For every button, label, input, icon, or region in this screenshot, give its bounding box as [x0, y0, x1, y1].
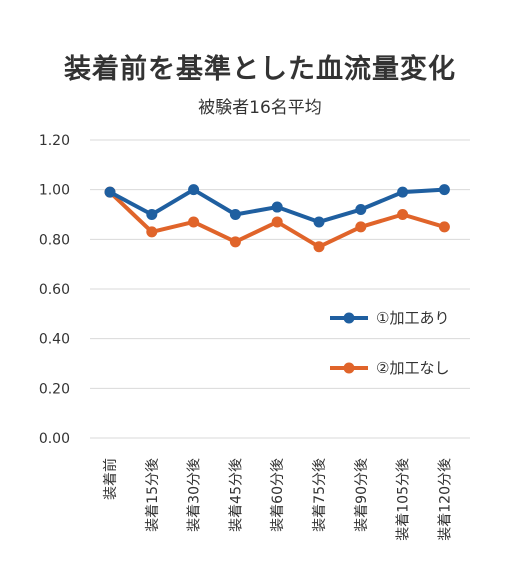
- legend-marker: [343, 362, 355, 374]
- data-point: [397, 209, 409, 220]
- x-tick-label: 装着90分後: [354, 458, 370, 532]
- legend-item: ②加工なし: [330, 359, 449, 377]
- chart-subtitle: 被験者16名平均: [198, 98, 322, 118]
- chart-title: 装着前を基準とした血流量変化: [64, 53, 456, 85]
- y-tick-label: 0.40: [39, 332, 70, 348]
- x-tick-label: 装着105分後: [396, 458, 412, 541]
- data-point: [229, 236, 241, 248]
- legend: ①加工あり ②加工なし: [330, 309, 449, 377]
- y-tick-label: 0.80: [39, 232, 70, 248]
- x-tick-label: 装着120分後: [437, 458, 453, 541]
- legend-marker: [343, 312, 355, 324]
- data-point: [438, 184, 450, 196]
- data-point: [355, 204, 367, 216]
- data-point: [104, 186, 116, 198]
- y-axis-ticks: 0.00 0.20 0.40 0.60 0.80 1.00 1.20: [39, 133, 70, 447]
- data-point: [146, 209, 158, 220]
- data-point: [146, 226, 158, 238]
- y-tick-label: 0.20: [39, 381, 70, 397]
- x-tick-label: 装着60分後: [270, 458, 286, 532]
- y-tick-label: 0.00: [39, 431, 70, 447]
- data-point: [438, 221, 450, 233]
- data-point: [313, 241, 325, 253]
- data-point: [188, 184, 200, 196]
- series-2: [104, 186, 450, 253]
- x-axis-ticks: 装着前 装着15分後 装着30分後 装着45分後 装着60分後 装着75分後 装着90分後 装…: [102, 458, 453, 541]
- data-point: [229, 209, 241, 220]
- y-tick-label: 1.20: [39, 133, 70, 149]
- x-tick-label: 装着前: [102, 458, 119, 500]
- y-tick-label: 1.00: [39, 183, 70, 199]
- data-point: [397, 186, 409, 198]
- x-tick-label: 装着30分後: [187, 458, 203, 532]
- legend-label: ②加工なし: [376, 359, 449, 377]
- series-1: [104, 184, 450, 228]
- x-tick-label: 装着15分後: [145, 458, 161, 532]
- gridlines: [90, 139, 470, 439]
- x-tick-label: 装着45分後: [228, 458, 244, 532]
- legend-label: ①加工あり: [376, 309, 449, 327]
- data-point: [355, 221, 367, 233]
- data-point: [313, 216, 325, 228]
- data-point: [188, 216, 200, 228]
- legend-item: ①加工あり: [330, 309, 449, 327]
- series-lines: [104, 184, 450, 253]
- x-tick-label: 装着75分後: [312, 458, 328, 532]
- y-tick-label: 0.60: [39, 282, 70, 298]
- data-point: [271, 201, 283, 213]
- data-point: [271, 216, 283, 228]
